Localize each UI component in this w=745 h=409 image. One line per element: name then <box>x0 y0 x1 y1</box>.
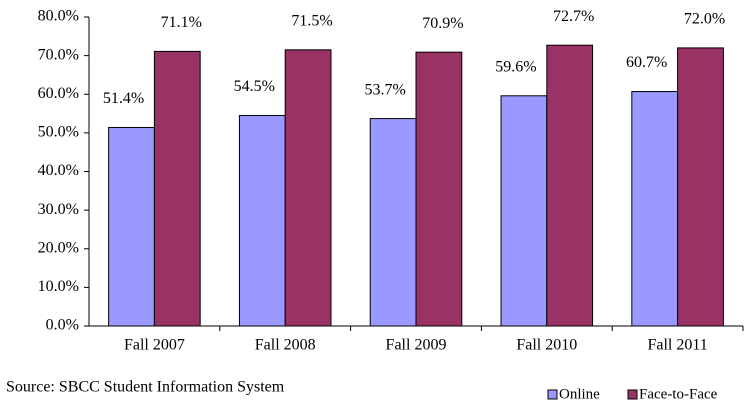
bar <box>500 95 548 327</box>
legend-swatch <box>547 389 558 400</box>
source-note: Source: SBCC Student Information System <box>6 379 285 396</box>
x-tick-label: Fall 2011 <box>647 337 707 354</box>
value-label: 70.9% <box>422 15 463 32</box>
y-tick-label: 80.0% <box>38 8 79 25</box>
value-label: 71.5% <box>291 13 332 30</box>
value-label: 53.7% <box>364 81 405 98</box>
y-tick-label: 30.0% <box>38 201 79 218</box>
bar <box>546 44 594 327</box>
y-tick-label: 70.0% <box>38 46 79 63</box>
bar <box>677 47 724 327</box>
bar <box>153 50 201 327</box>
bar <box>369 118 417 327</box>
bar <box>415 51 463 327</box>
value-label: 59.6% <box>495 58 536 75</box>
x-tick-label: Fall 2008 <box>255 337 316 354</box>
y-tick-label: 10.0% <box>38 278 79 295</box>
value-label: 72.0% <box>684 11 725 28</box>
legend-label: Face-to-Face <box>639 386 718 402</box>
x-tick-label: Fall 2007 <box>124 337 185 354</box>
value-label: 72.7% <box>553 8 594 25</box>
y-tick-label: 60.0% <box>38 85 79 102</box>
bar <box>284 49 332 327</box>
x-tick-label: Fall 2009 <box>386 337 447 354</box>
y-tick-label: 20.0% <box>38 239 79 256</box>
y-tick-label: 0.0% <box>46 317 79 334</box>
bar <box>631 91 679 327</box>
value-label: 54.5% <box>234 78 275 95</box>
x-tick-label: Fall 2010 <box>516 337 577 354</box>
bar <box>108 126 155 327</box>
bar <box>238 114 286 327</box>
value-label: 60.7% <box>626 54 667 71</box>
legend-swatch <box>627 389 638 400</box>
y-tick-label: 40.0% <box>38 162 79 179</box>
value-label: 51.4% <box>103 90 144 107</box>
y-tick-label: 50.0% <box>38 124 79 141</box>
value-label: 71.1% <box>161 14 202 31</box>
legend-label: Online <box>559 386 600 402</box>
